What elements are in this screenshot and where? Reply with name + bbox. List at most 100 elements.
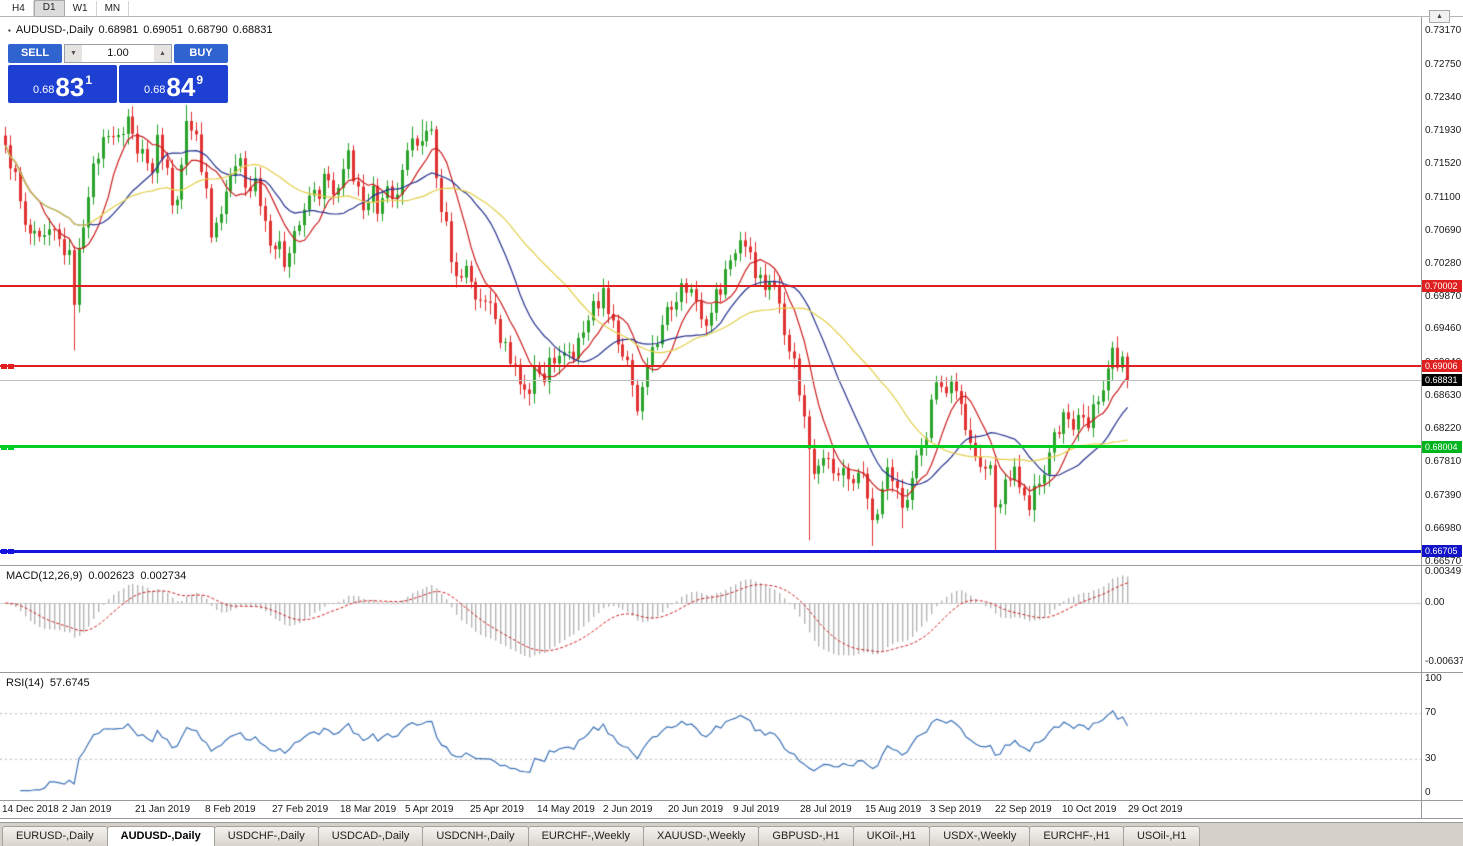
tab-usdx-weekly[interactable]: USDX-,Weekly (929, 826, 1031, 846)
volume-stepper: ▼ 1.00 ▲ (64, 44, 172, 63)
date-axis-label: 3 Sep 2019 (930, 804, 982, 815)
line-handle-icon[interactable] (8, 549, 14, 555)
price-tag-0-68004: 0.68004 (1422, 440, 1462, 453)
panel-separator (0, 800, 1463, 801)
panel-separator (0, 818, 1463, 819)
date-axis-label: 22 Sep 2019 (995, 804, 1052, 815)
trade-buttons-row: SELL ▼ 1.00 ▲ BUY (8, 44, 228, 63)
macd-name: MACD(12,26,9) (6, 570, 83, 582)
rsi-axis-label: 0 (1425, 787, 1431, 798)
timeframe-button-d1[interactable]: D1 (33, 0, 65, 17)
price-axis-label: 0.66980 (1425, 523, 1462, 534)
date-axis-label: 5 Apr 2019 (405, 804, 454, 815)
price-axis-label: 0.73170 (1425, 25, 1462, 36)
panel-separator (0, 565, 1463, 566)
macd-chart-canvas[interactable] (0, 566, 1421, 672)
sell-price-box[interactable]: 0.68 83 1 (8, 65, 117, 103)
date-axis-label: 20 Jun 2019 (668, 804, 724, 815)
hline-0-69006[interactable] (0, 365, 1421, 367)
line-handle-icon[interactable] (1, 549, 7, 555)
timeframe-button-mn[interactable]: MN (97, 0, 130, 16)
buy-price-big: 84 (166, 72, 196, 102)
macd-axis-label: 0.00349 (1425, 566, 1462, 577)
price-axis-label: 0.71930 (1425, 124, 1462, 136)
chart-title: AUDUSD-,Daily (15, 24, 94, 36)
chart-symbol-icon: ▪ (8, 25, 11, 35)
price-axis-label: 0.66570 (1425, 556, 1462, 567)
buy-button[interactable]: BUY (174, 44, 228, 63)
buy-price-prefix: 0.68 (143, 84, 166, 96)
rsi-axis-label: 70 (1425, 707, 1437, 718)
scroll-to-end-button[interactable]: ▲ (1429, 10, 1450, 23)
price-axis-label: 0.70280 (1425, 257, 1462, 269)
line-handle-icon[interactable] (8, 444, 14, 450)
volume-increase-button[interactable]: ▲ (154, 45, 171, 62)
rsi-axis-label: 30 (1425, 753, 1437, 764)
buy-price-box[interactable]: 0.68 84 9 (119, 65, 228, 103)
timeframe-toolbar: H4 D1 W1 MN (0, 0, 1463, 17)
ohlc-close: 0.68831 (232, 24, 273, 36)
volume-decrease-button[interactable]: ▼ (65, 45, 82, 62)
hline-0-68004[interactable] (0, 445, 1421, 449)
price-axis-label: 0.72750 (1425, 58, 1462, 70)
date-axis-label: 25 Apr 2019 (470, 804, 524, 815)
date-axis-label: 14 May 2019 (537, 804, 595, 815)
price-tag-0-69006: 0.69006 (1422, 360, 1462, 372)
timeframe-button-w1[interactable]: W1 (65, 0, 97, 16)
line-handle-icon[interactable] (8, 364, 14, 369)
price-chart-canvas[interactable] (0, 17, 1421, 565)
price-axis-label: 0.72340 (1425, 91, 1462, 103)
panel-separator (0, 672, 1463, 673)
tab-usdchf-daily[interactable]: USDCHF-,Daily (213, 826, 319, 846)
symbol-tabbar: EURUSD-,Daily AUDUSD-,Daily USDCHF-,Daily U… (0, 822, 1463, 846)
tab-eurchf-h1[interactable]: EURCHF-,H1 (1029, 826, 1124, 846)
tab-gbpusd-h1[interactable]: GBPUSD-,H1 (758, 826, 854, 846)
sell-price-big: 83 (55, 72, 85, 102)
price-axis-label: 0.71100 (1425, 191, 1461, 203)
price-axis-label: 0.67810 (1425, 456, 1462, 468)
date-axis-label: 2 Jan 2019 (62, 804, 112, 815)
line-handle-icon[interactable] (1, 444, 7, 450)
hline-0-68831[interactable] (0, 379, 1421, 381)
tab-xauusd-weekly[interactable]: XAUUSD-,Weekly (642, 826, 760, 846)
tab-audusd-daily[interactable]: AUDUSD-,Daily (106, 826, 215, 846)
tab-usdcnh-daily[interactable]: USDCNH-,Daily (422, 826, 529, 846)
volume-input[interactable]: 1.00 (107, 47, 129, 59)
macd-signal-value: 0.002734 (140, 570, 187, 582)
date-axis-label: 27 Feb 2019 (272, 804, 329, 815)
price-tag-0-70002: 0.70002 (1422, 279, 1462, 292)
date-axis-label: 28 Jul 2019 (800, 804, 852, 815)
trade-prices-row: 0.68 83 1 0.68 84 9 (8, 65, 228, 103)
hline-0-66705[interactable] (0, 549, 1421, 553)
tab-usoil-h1[interactable]: USOil-,H1 (1122, 826, 1201, 846)
sell-price-prefix: 0.68 (32, 84, 55, 96)
price-axis-label: 0.69460 (1425, 323, 1462, 335)
date-axis-label: 21 Jan 2019 (135, 804, 191, 815)
price-axis-label: 0.69870 (1425, 290, 1462, 302)
one-click-trading-panel: SELL ▼ 1.00 ▲ BUY 0.68 83 1 0.68 84 9 (8, 44, 228, 103)
line-handle-icon[interactable] (1, 364, 7, 369)
hline-0-70002[interactable] (0, 284, 1421, 287)
tab-ukoil-h1[interactable]: UKOil-,H1 (852, 826, 931, 846)
date-axis-label: 15 Aug 2019 (865, 804, 922, 815)
date-axis-label: 18 Mar 2019 (340, 804, 397, 815)
price-axis-label: 0.67390 (1425, 490, 1462, 502)
timeframe-button-h4[interactable]: H4 (4, 0, 34, 16)
sell-price-pip: 1 (85, 73, 93, 87)
ohlc-high: 0.69051 (143, 24, 183, 36)
date-axis-label: 9 Jul 2019 (733, 804, 780, 815)
price-tag-0-68831: 0.68831 (1422, 374, 1462, 387)
price-axis-separator (1421, 17, 1422, 818)
tab-usdcad-daily[interactable]: USDCAD-,Daily (317, 826, 424, 846)
tab-eurusd-daily[interactable]: EURUSD-,Daily (2, 826, 108, 846)
date-axis-label: 14 Dec 2018 (2, 804, 59, 815)
macd-indicator-label: MACD(12,26,9) 0.002623 0.002734 (6, 570, 186, 582)
macd-axis-label: -0.00637 (1425, 656, 1463, 667)
rsi-chart-canvas[interactable] (0, 673, 1421, 800)
buy-price-pip: 9 (196, 73, 204, 87)
tab-eurchf-weekly[interactable]: EURCHF-,Weekly (527, 826, 644, 846)
rsi-name: RSI(14) (6, 677, 44, 689)
date-axis: 14 Dec 2018 2 Jan 2019 21 Jan 2019 8 Feb 20… (0, 801, 1421, 818)
sell-button[interactable]: SELL (8, 44, 62, 63)
